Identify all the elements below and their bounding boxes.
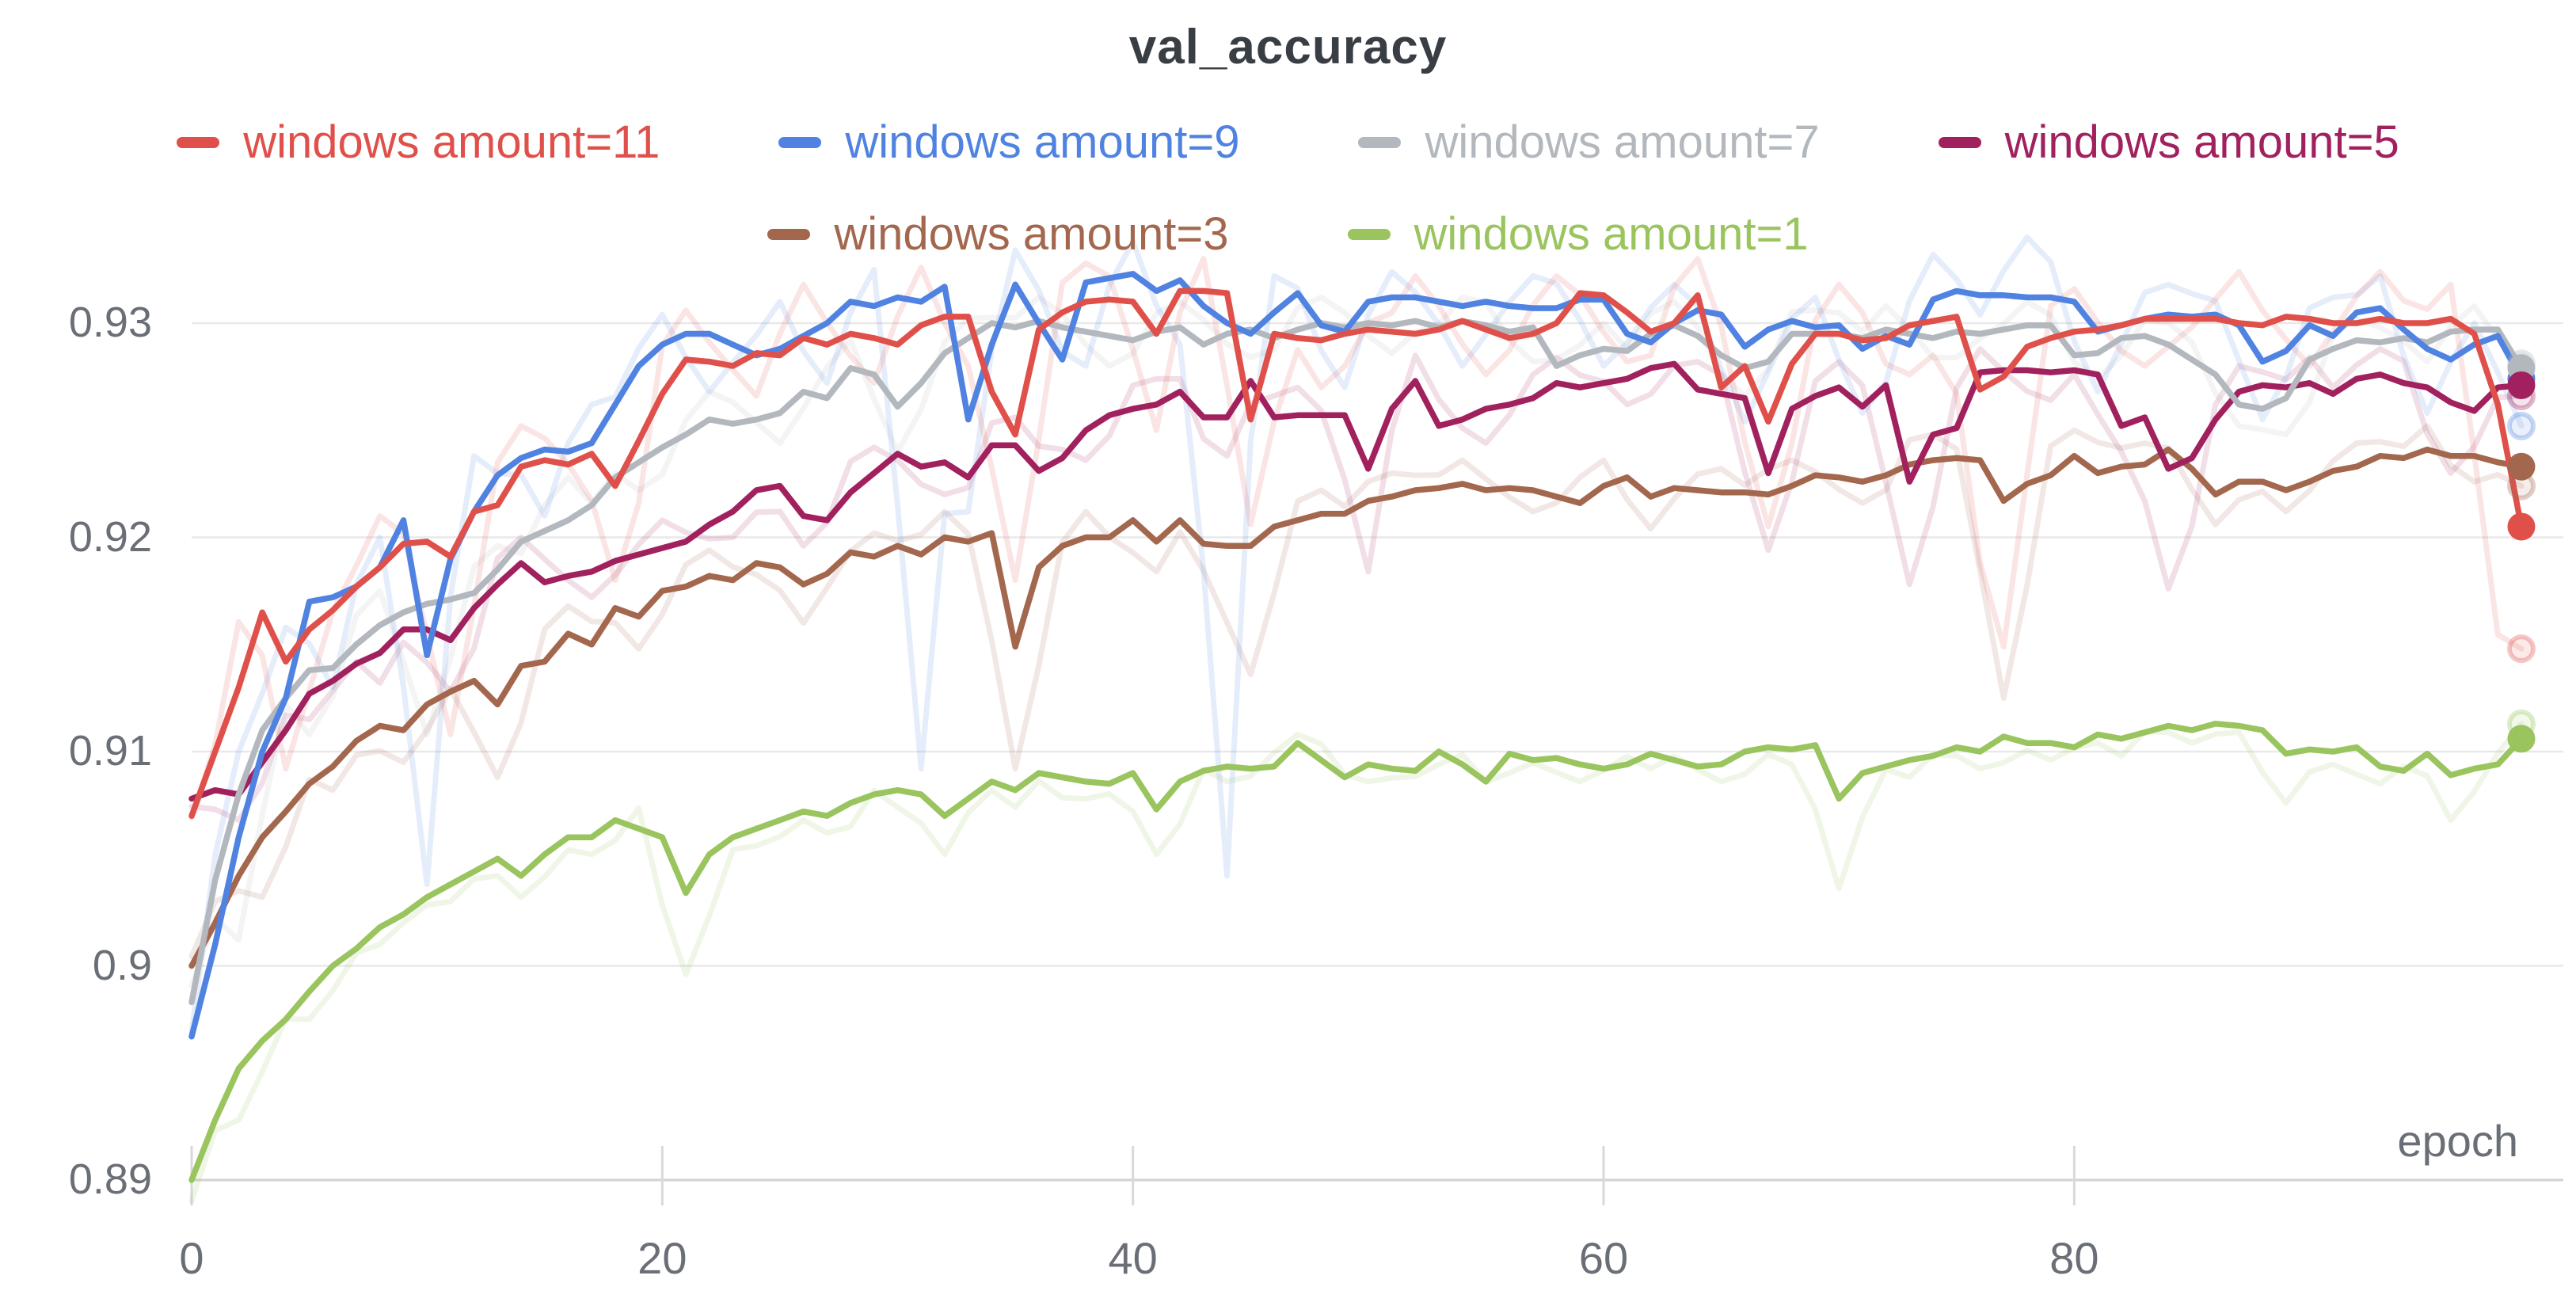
endpoint-marker	[2507, 452, 2536, 481]
legend: windows amount=11 windows amount=9 windows…	[0, 117, 2576, 260]
endpoint-marker	[2507, 371, 2536, 399]
x-tick-label: 0	[179, 1233, 204, 1283]
legend-label: windows amount=1	[1414, 207, 1809, 260]
series-line	[188, 318, 2525, 1006]
legend-swatch	[767, 228, 811, 240]
y-tick-label: 0.89	[68, 1155, 152, 1203]
legend-item-windows-amount-5[interactable]: windows amount=5	[1938, 116, 2399, 168]
x-tick-label: 40	[1108, 1233, 1158, 1283]
y-tick-label: 0.93	[68, 299, 152, 346]
chart-title: val_accuracy	[1128, 20, 1448, 74]
y-tick-label: 0.92	[68, 512, 152, 561]
x-tick-label: 80	[2049, 1233, 2099, 1283]
legend-swatch	[1938, 136, 1981, 148]
series-line	[188, 271, 2525, 1040]
legend-item-windows-amount-1[interactable]: windows amount=1	[1347, 207, 1809, 260]
legend-swatch	[177, 136, 220, 148]
raw-series-line	[188, 256, 2525, 820]
series-line	[188, 446, 2525, 969]
legend-swatch	[1358, 136, 1402, 148]
legend-item-windows-amount-3[interactable]: windows amount=3	[767, 207, 1229, 260]
raw-series-line	[188, 721, 2525, 1204]
legend-label: windows amount=9	[845, 116, 1240, 168]
legend-swatch	[1347, 228, 1391, 240]
raw-endpoint-marker	[2506, 411, 2536, 440]
raw-series-line	[188, 234, 2525, 1035]
x-tick-label: 60	[1578, 1233, 1629, 1283]
y-tick-label: 0.91	[68, 727, 152, 775]
legend-label: windows amount=5	[2004, 116, 2399, 168]
legend-label: windows amount=3	[834, 207, 1229, 260]
series-line	[188, 360, 2525, 802]
legend-swatch	[778, 136, 822, 148]
raw-series-line	[188, 346, 2525, 824]
series-line	[188, 287, 2525, 819]
legend-label: windows amount=7	[1425, 116, 1820, 168]
x-tick-label: 20	[637, 1233, 687, 1283]
series-line	[188, 721, 2525, 1183]
legend-item-windows-amount-7[interactable]: windows amount=7	[1358, 116, 1820, 168]
y-tick-label: 0.9	[92, 941, 152, 989]
raw-series-line	[188, 423, 2525, 960]
endpoint-marker	[2507, 512, 2536, 541]
x-axis-label: epoch	[2397, 1116, 2518, 1166]
raw-endpoint-marker	[2506, 634, 2536, 664]
legend-item-windows-amount-9[interactable]: windows amount=9	[778, 117, 1239, 168]
legend-label: windows amount=11	[243, 116, 660, 168]
endpoint-marker	[2507, 725, 2536, 753]
legend-item-windows-amount-11[interactable]: windows amount=11	[177, 117, 660, 168]
